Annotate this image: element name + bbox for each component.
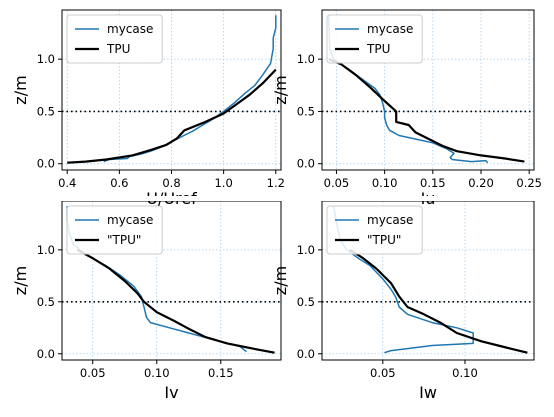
x-tick-label: 0.10 [144,366,170,380]
series-line-tpu [76,248,275,354]
row-separator [0,196,554,201]
x-axis-label: Iv [164,383,178,402]
series-line-tpu [67,68,277,164]
x-axis-label: Iw [419,383,437,402]
legend-frame [326,14,423,64]
x-tick-label: 0.15 [208,366,234,380]
x-tick-label: 0.10 [372,176,398,190]
y-tick-label: 0.0 [297,347,315,361]
legend-entry: TPU [366,42,390,56]
legend-entry: mycase [367,22,413,36]
series-line-tpu [328,58,525,163]
legend-entry: mycase [367,213,413,227]
legend-frame [66,14,163,64]
axes-frame [321,9,535,171]
y-tick-label: 1.0 [37,52,55,66]
legend-entry: "TPU" [107,233,141,247]
y-tick-label: 0.5 [297,295,315,309]
series-line-tpu [349,248,528,354]
subplot-4: 0.05 0.10 0.0 0.5 1.0 z/m mycase "TPU" [271,200,535,380]
y-tick-label: 0.0 [37,157,55,171]
x-tick-label: 0.8 [162,176,180,190]
legend-frame [326,205,423,255]
legend-entry: mycase [107,22,153,36]
x-tick-label: 0.05 [324,176,350,190]
x-tick-label: 0.10 [452,366,478,380]
x-tick-label: 0.6 [110,176,128,190]
x-tick-label: 0.20 [468,176,494,190]
y-tick-label: 1.0 [297,243,315,257]
x-tick-label: 0.25 [516,176,542,190]
x-tick-label: 0.05 [370,366,396,380]
subplot-3: 0.05 0.10 0.15 0.0 0.5 1.0 z/m mycase "TPU" [11,200,282,380]
y-tick-label: 0.5 [297,104,315,118]
legend-entry: "TPU" [367,233,401,247]
x-tick-label: 1.2 [267,176,285,190]
x-tick-label: 0.4 [58,176,76,190]
x-tick-label: 0.05 [80,366,106,380]
y-axis-label: z/m [271,266,290,295]
legend: mycase TPU [326,14,423,64]
x-tick-label: 1.0 [214,176,232,190]
legend: mycase TPU [66,14,163,64]
y-tick-label: 1.0 [297,52,315,66]
legend: mycase "TPU" [326,205,423,255]
subplot-2: 0.05 0.10 0.15 0.20 0.25 0.0 0.5 1.0 z/m mycase TP… [271,9,542,190]
y-tick-label: 0.0 [37,347,55,361]
x-tick-label: 0.15 [420,176,446,190]
y-tick-label: 0.5 [37,104,55,118]
legend-frame [66,205,163,255]
legend-entry: mycase [107,213,153,227]
y-tick-label: 0.5 [37,295,55,309]
y-axis-label: z/m [271,75,290,104]
subplot-1: 0.4 0.6 0.8 1.0 1.2 0.0 0.5 1.0 z/m mycase TPU [11,9,285,190]
legend-entry: TPU [106,42,130,56]
y-tick-label: 1.0 [37,243,55,257]
y-axis-label: z/m [11,266,30,295]
y-tick-label: 0.0 [297,157,315,171]
y-axis-label: z/m [11,75,30,104]
legend: mycase "TPU" [66,205,163,255]
